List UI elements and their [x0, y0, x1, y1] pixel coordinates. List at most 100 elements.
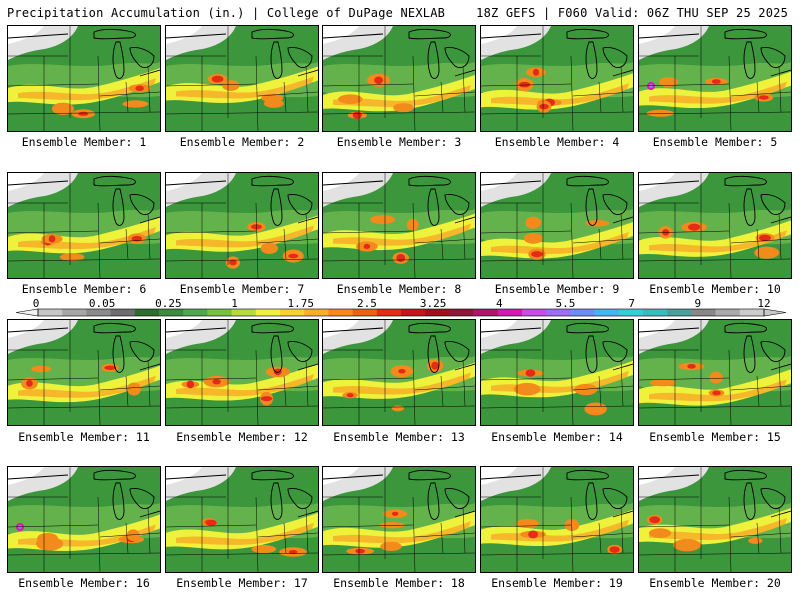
- ensemble-member-label: Ensemble Member: 5: [652, 135, 778, 149]
- colorbar-segment: [739, 309, 765, 316]
- precipitation-map: [639, 173, 791, 278]
- ensemble-member-map[interactable]: [165, 466, 319, 573]
- ensemble-member-map[interactable]: [480, 319, 634, 426]
- ensemble-member-label: Ensemble Member: 3: [336, 135, 462, 149]
- ensemble-member-label: Ensemble Member: 7: [179, 282, 305, 296]
- colorbar-segment: [497, 309, 523, 316]
- ensemble-member-label: Ensemble Member: 8: [336, 282, 462, 296]
- ensemble-member-label: Ensemble Member: 12: [176, 430, 308, 444]
- ensemble-member-map[interactable]: [480, 172, 634, 279]
- colorbar-tick-label: 4: [495, 297, 503, 310]
- precipitation-map: [8, 320, 160, 425]
- colorbar-segment: [401, 309, 426, 316]
- ensemble-member-map[interactable]: [165, 172, 319, 279]
- ensemble-member-label: Ensemble Member: 17: [176, 576, 308, 590]
- colorbar-left-arrow: [15, 308, 39, 317]
- ensemble-member-label: Ensemble Member: 20: [649, 576, 781, 590]
- ensemble-member-map[interactable]: [7, 466, 161, 573]
- colorbar-tick-label: 3.25: [419, 297, 447, 310]
- ensemble-member-map[interactable]: [165, 319, 319, 426]
- precipitation-map: [481, 320, 633, 425]
- colorbar-tick-label: 0.05: [88, 297, 116, 310]
- precipitation-map: [8, 467, 160, 572]
- colorbar-segment: [546, 309, 571, 316]
- precipitation-map: [8, 26, 160, 131]
- colorbar-tick-label: 7: [628, 297, 635, 310]
- precipitation-map: [323, 173, 475, 278]
- ensemble-member-label: Ensemble Member: 6: [21, 282, 147, 296]
- colorbar-segment: [183, 309, 208, 316]
- precipitation-map: [481, 467, 633, 572]
- precipitation-map: [323, 320, 475, 425]
- colorbar-segment: [449, 309, 474, 316]
- ensemble-member-map[interactable]: [638, 25, 792, 132]
- colorbar-segment: [643, 309, 668, 316]
- ensemble-member-label: Ensemble Member: 10: [649, 282, 781, 296]
- colorbar-segment: [110, 309, 136, 316]
- precipitation-map: [639, 467, 791, 572]
- colorbar-segment: [86, 309, 111, 316]
- colorbar-segment: [38, 309, 63, 316]
- colorbar-segment: [715, 309, 741, 316]
- ensemble-member-map[interactable]: [165, 25, 319, 132]
- ensemble-member-map[interactable]: [322, 172, 476, 279]
- colorbar-segment: [522, 309, 547, 316]
- ensemble-member-label: Ensemble Member: 18: [333, 576, 465, 590]
- colorbar-segment: [667, 309, 692, 316]
- colorbar-segment: [618, 309, 644, 316]
- ensemble-member-label: Ensemble Member: 9: [494, 282, 620, 296]
- ensemble-member-label: Ensemble Member: 4: [494, 135, 620, 149]
- colorbar-segment: [304, 309, 329, 316]
- colorbar-segment: [594, 309, 620, 316]
- precipitation-map: [323, 467, 475, 572]
- colorbar-segment: [207, 309, 232, 316]
- ensemble-member-map[interactable]: [7, 172, 161, 279]
- run-valid-time: 18Z GEFS | F060 Valid: 06Z THU SEP 25 20…: [476, 6, 788, 20]
- ensemble-member-map[interactable]: [638, 319, 792, 426]
- colorbar-right-arrow: [763, 308, 787, 317]
- colorbar-segment: [691, 309, 716, 316]
- colorbar-tick-label: 5.5: [555, 297, 576, 310]
- ensemble-member-label: Ensemble Member: 15: [649, 430, 781, 444]
- colorbar-tick-label: 1.75: [287, 297, 314, 310]
- colorbar-segment: [62, 309, 87, 316]
- ensemble-member-label: Ensemble Member: 2: [179, 135, 305, 149]
- colorbar-segment: [425, 309, 450, 316]
- colorbar-segment: [376, 309, 402, 316]
- ensemble-member-map[interactable]: [322, 25, 476, 132]
- colorbar-segment: [280, 309, 305, 316]
- ensemble-member-map[interactable]: [638, 172, 792, 279]
- precipitation-map: [481, 26, 633, 131]
- colorbar-tick-label: 12: [757, 297, 771, 310]
- colorbar-segment: [231, 309, 257, 316]
- ensemble-member-map[interactable]: [322, 466, 476, 573]
- ensemble-member-label: Ensemble Member: 11: [18, 430, 150, 444]
- colorbar-tick-label: 1: [231, 297, 238, 310]
- ensemble-member-map[interactable]: [638, 466, 792, 573]
- ensemble-member-label: Ensemble Member: 16: [18, 576, 150, 590]
- precipitation-map: [166, 173, 318, 278]
- ensemble-member-label: Ensemble Member: 14: [491, 430, 623, 444]
- ensemble-member-map[interactable]: [7, 25, 161, 132]
- colorbar-segment: [159, 309, 184, 316]
- ensemble-member-map[interactable]: [480, 466, 634, 573]
- colorbar-segment: [134, 309, 160, 316]
- precipitation-map: [166, 320, 318, 425]
- precipitation-map: [323, 26, 475, 131]
- colorbar-tick-label: 0: [32, 297, 40, 310]
- precipitation-map: [481, 173, 633, 278]
- precipitation-map: [639, 26, 791, 131]
- ensemble-member-label: Ensemble Member: 19: [491, 576, 623, 590]
- map-title: Precipitation Accumulation (in.) | Colle…: [7, 6, 446, 20]
- colorbar-segment: [328, 309, 353, 316]
- ensemble-member-map[interactable]: [480, 25, 634, 132]
- colorbar-tick-label: 0.25: [155, 297, 182, 310]
- ensemble-member-label: Ensemble Member: 1: [21, 135, 147, 149]
- ensemble-member-label: Ensemble Member: 13: [333, 430, 465, 444]
- precipitation-map: [639, 320, 791, 425]
- ensemble-member-map[interactable]: [322, 319, 476, 426]
- ensemble-member-map[interactable]: [7, 319, 161, 426]
- colorbar-tick-label: 2.5: [356, 297, 377, 310]
- precipitation-colorbar: [15, 308, 787, 317]
- precipitation-map: [8, 173, 160, 278]
